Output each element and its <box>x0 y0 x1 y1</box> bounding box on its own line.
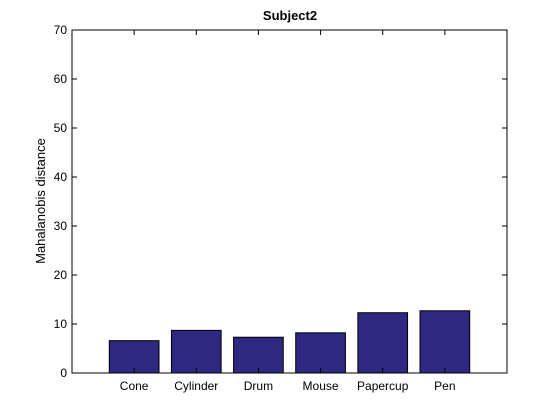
x-tick-label-cylinder: Cylinder <box>174 379 218 393</box>
y-tick-label-50: 50 <box>54 121 68 135</box>
axes-box <box>71 29 508 374</box>
y-tick-label-40: 40 <box>54 170 68 184</box>
y-tick-label-20: 20 <box>54 268 68 282</box>
x-tick-label-papercup: Papercup <box>357 379 409 393</box>
x-tick-label-mouse: Mouse <box>303 379 339 393</box>
y-tick-label-10: 10 <box>54 317 68 331</box>
x-tick-label-drum: Drum <box>244 379 273 393</box>
y-axis-label: Mahalanobis distance <box>33 138 48 264</box>
bar-drum <box>233 336 284 374</box>
x-tick-label-pen: Pen <box>434 379 455 393</box>
bar-pen <box>419 310 471 374</box>
bar-papercup <box>357 312 409 374</box>
x-tick-label-cone: Cone <box>120 379 149 393</box>
y-tick-label-0: 0 <box>60 366 67 380</box>
y-tick-label-60: 60 <box>54 72 68 86</box>
plot-area: 0 10 20 30 40 50 60 70 Cone Cylinder Drum Mouse Pape… <box>54 23 508 393</box>
y-tick-label-30: 30 <box>54 219 68 233</box>
bar-mouse <box>295 332 346 374</box>
y-tick-label-70: 70 <box>54 23 68 37</box>
chart-title: Subject2 <box>263 8 317 23</box>
bar-cylinder <box>170 329 222 374</box>
